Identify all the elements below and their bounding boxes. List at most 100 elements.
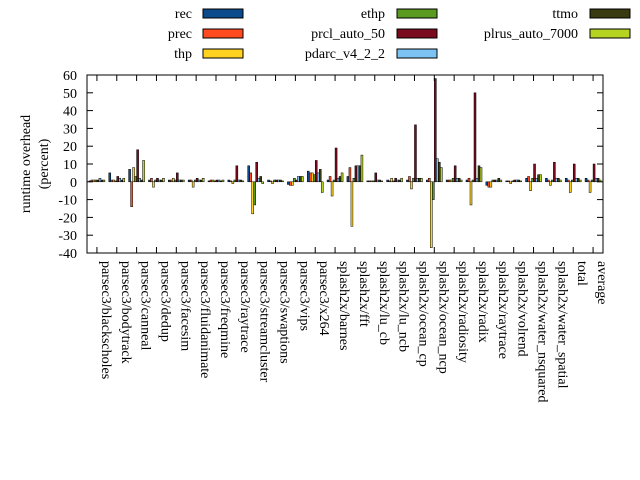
bar-ttmo [259,176,262,183]
bar-prcl_auto_50 [156,177,159,183]
bar-prec [348,167,352,183]
bar-prcl_auto_50 [176,172,179,183]
bar-prcl_auto_50 [215,179,219,183]
bar-pdarc_v4_2_2 [574,177,578,183]
legend-swatch [589,28,631,39]
bar-prec [487,181,491,188]
bar-ethp [114,180,118,183]
bar-thp [231,181,235,184]
bar-thp [251,181,254,215]
y-tick-label: 40 [63,105,77,120]
bar-plrus_auto_7000 [241,180,245,183]
bar-pdarc_v4_2_2 [316,172,320,183]
bar-prcl_auto_50 [493,179,497,183]
bar-prec [566,179,570,183]
bar-ethp [332,179,336,183]
x-tick-label: parsec3/vips [296,261,311,331]
bar-thp [350,181,354,227]
bar-thp [449,179,453,183]
bar-prcl_auto_50 [354,165,358,183]
bar-plrus_auto_7000 [122,177,126,183]
x-tick-label: splash2x/ocean_ncp [435,261,450,374]
x-tick-label: parsec3/streamcluster [257,261,272,383]
bar-ethp [154,179,157,183]
bar-plrus_auto_7000 [479,167,483,183]
bar-plrus_auto_7000 [142,160,145,183]
bar-thp [509,181,512,184]
bar-ttmo [180,179,183,183]
bar-ttmo [318,169,322,183]
bar-thp [370,180,374,183]
bar-pdarc_v4_2_2 [178,179,181,183]
bar-ethp [392,180,395,183]
y-tick-label: 0 [70,176,77,191]
bar-pdarc_v4_2_2 [217,179,221,183]
bar-prec [130,181,133,207]
axes: -40 -30 -20 -10 0 10 20 30 40 50 60 parsec3/blacksc… [58,69,609,403]
y-tick-label: -20 [58,211,77,226]
bar-pdarc_v4_2_2 [535,177,538,183]
bar-ttmo [398,179,401,183]
bar-ttmo [596,177,600,183]
legend-swatch [589,8,631,19]
x-tick-label: parsec3/blackscholes [98,261,113,379]
bar-pdarc_v4_2_2 [475,177,479,183]
bar-plrus_auto_7000 [559,179,562,183]
x-tick-label: average [594,261,609,305]
bar-pdarc_v4_2_2 [396,179,399,183]
x-tick-label: splash2x/water_spatial [554,261,569,389]
bar-thp [469,181,473,206]
bar-prec [328,176,332,183]
x-tick-label: parsec3/dedup [157,261,172,342]
bar-prec [308,172,312,183]
y-axis-label-line: (percent) [37,138,52,189]
x-tick-label: parsec3/bodytrack [118,261,133,364]
bar-thp [271,181,274,184]
bar-ethp [174,179,177,183]
bar-prcl_auto_50 [553,161,556,183]
bar-ttmo [418,177,421,183]
bar-ethp [491,179,495,183]
bar-rec [426,179,429,183]
bar-thp [568,181,572,193]
bar-pdarc_v4_2_2 [376,179,380,183]
bar-prec [209,179,213,183]
bar-plrus_auto_7000 [340,172,344,183]
y-tick-label: 50 [63,87,77,102]
bar-rec [346,176,350,183]
bar-prec [170,179,173,183]
bar-plrus_auto_7000 [380,180,384,183]
bar-prcl_auto_50 [374,172,378,183]
bar-ttmo [120,179,124,183]
bar-prcl_auto_50 [136,149,139,183]
bar-ethp [531,177,534,183]
bar-prcl_auto_50 [414,124,417,183]
bar-ethp [372,180,376,183]
bar-ethp [293,177,296,183]
bar-ttmo [338,176,342,183]
bar-ethp [511,180,514,183]
bar-prcl_auto_50 [513,179,516,183]
legend-label: plrus_auto_7000 [484,27,578,42]
bar-rec [366,180,370,183]
bar-pdarc_v4_2_2 [237,179,241,183]
x-tick-label: splash2x/ocean_cp [415,261,430,367]
bar-thp [291,181,294,186]
bar-thp [152,181,155,188]
bar-ttmo [239,179,243,183]
bar-plrus_auto_7000 [102,179,106,183]
bar-pdarc_v4_2_2 [277,179,280,183]
bar-ttmo [477,165,481,183]
legend-label: prcl_auto_50 [311,27,385,42]
bar-rec [406,179,409,183]
y-tick-label: 20 [63,140,77,155]
legend-swatch [396,8,438,19]
bar-ttmo [358,165,362,183]
bar-rec [386,179,389,183]
bar-prec [408,176,411,183]
bar-prec [388,180,391,183]
bar-rec [584,177,588,183]
legend-label: ethp [361,7,385,22]
